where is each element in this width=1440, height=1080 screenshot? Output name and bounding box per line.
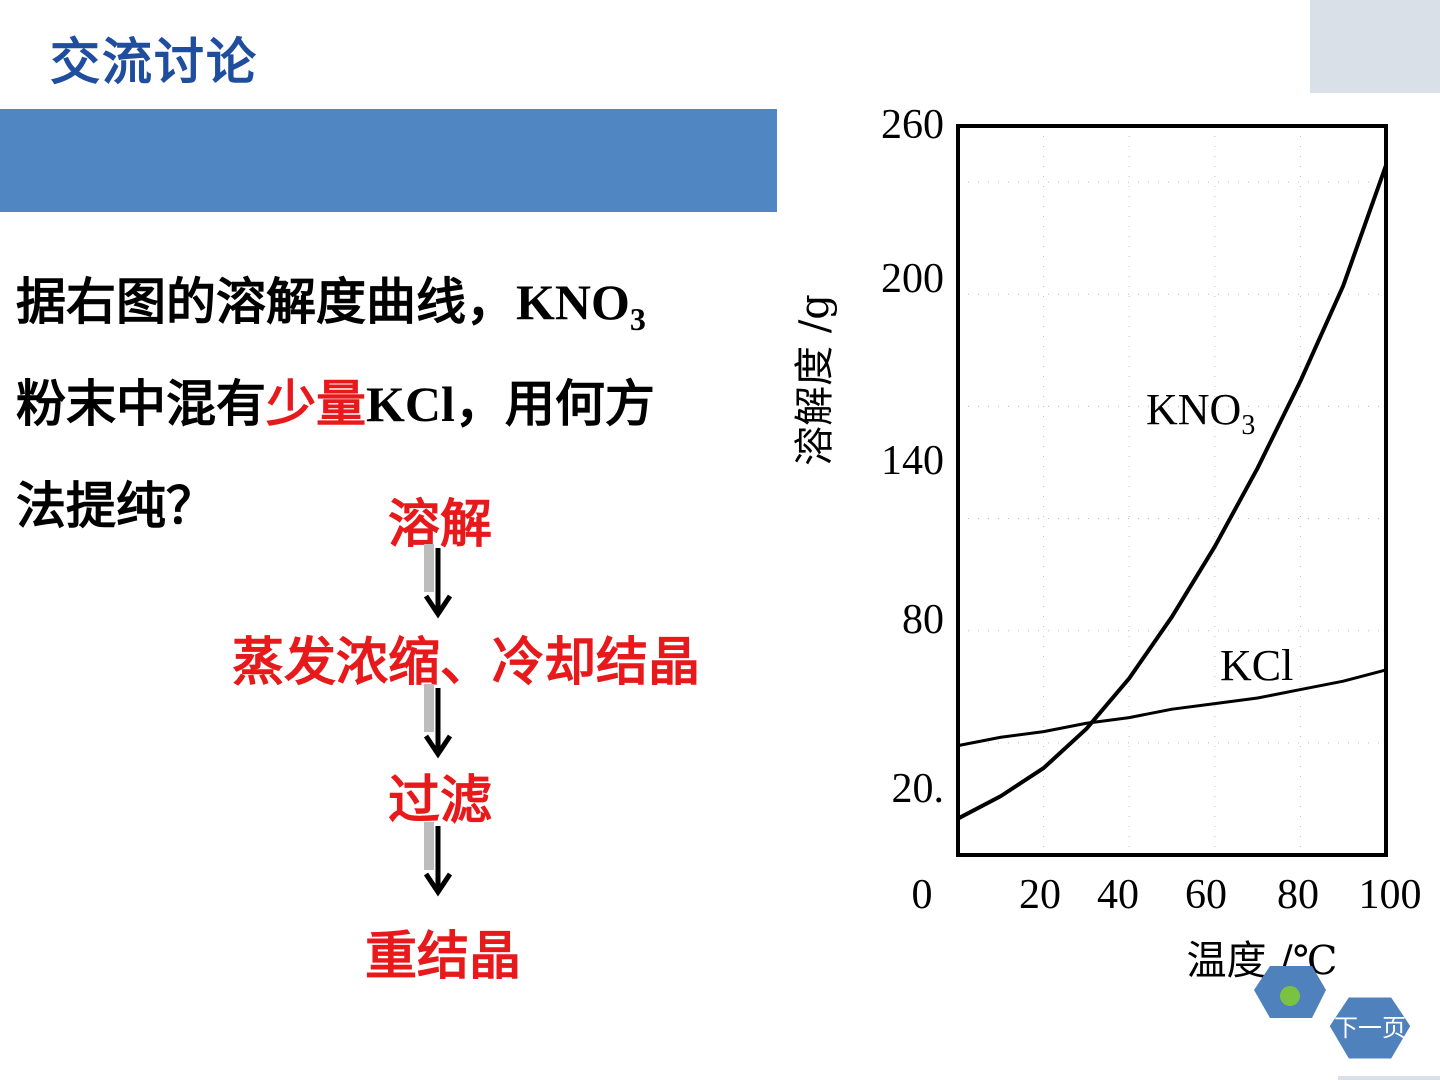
kno3-curve: [957, 164, 1388, 821]
y-tick-label: 80: [902, 597, 944, 643]
y-tick-label: 260: [881, 102, 944, 148]
down-arrow-icon: [423, 544, 453, 619]
question-line-2: 粉末中混有少量KCl，用何方: [16, 364, 655, 436]
x-tick-label: 100: [1359, 872, 1422, 918]
bottom-decoration: [1338, 1076, 1440, 1080]
formula-kcl: KCl: [366, 376, 455, 432]
nav-hexagon-front: [1326, 994, 1414, 1062]
next-page-label: 下一页: [1334, 1014, 1406, 1042]
header-band: [0, 109, 777, 212]
x-tick-label: 0: [912, 872, 933, 918]
question-text: 粉末中混有: [16, 375, 266, 433]
question-line-3: 法提纯？: [16, 477, 216, 535]
step-recrystallize: 重结晶: [364, 927, 521, 987]
formula-kno3: KNO3: [516, 274, 646, 337]
highlight-small-amount: 少量: [266, 375, 366, 433]
corner-decoration: [1310, 0, 1440, 93]
y-tick-label: 20.: [892, 766, 945, 812]
nav-dot-icon: [1280, 986, 1300, 1006]
series-label-kno3-subscript: 3: [1241, 410, 1255, 441]
question-text: 据右图的溶解度曲线，: [16, 273, 516, 331]
slide-title: 交流讨论: [50, 33, 258, 91]
y-tick-label: 140: [881, 438, 944, 484]
series-label-kcl: KCl: [1220, 641, 1293, 690]
formula-kno3-base: KNO: [516, 274, 630, 330]
chart-gridlines: [958, 126, 1386, 855]
formula-kno3-subscript: 3: [629, 301, 646, 337]
down-arrow-icon: [423, 684, 453, 759]
x-tick-label: 60: [1185, 872, 1227, 918]
next-page-button[interactable]: 下一页: [1250, 960, 1430, 1070]
chart-tick-labels: 260 200 140 80 20. 0 20 40 60 80 100: [881, 102, 1422, 918]
y-tick-label: 200: [881, 256, 944, 302]
chart-curves: [957, 164, 1388, 821]
x-tick-label: 20: [1019, 872, 1061, 918]
plot-frame: [956, 124, 1388, 857]
step-evaporate-crystallize: 蒸发浓缩、冷却结晶: [231, 633, 700, 693]
kcl-curve: [957, 668, 1387, 748]
series-label-kno3-base: KNO: [1146, 385, 1241, 434]
down-arrow-icon: [423, 822, 453, 897]
step-filter: 过滤: [387, 771, 492, 831]
x-tick-label: 40: [1097, 872, 1139, 918]
question-text: ，用何方: [454, 375, 655, 433]
y-axis-label: 溶解度 /g: [792, 294, 838, 466]
series-label-kno3: KNO3: [1146, 385, 1255, 441]
question-line-1: 据右图的溶解度曲线，KNO3: [16, 262, 646, 338]
x-tick-label: 80: [1277, 872, 1319, 918]
step-dissolve: 溶解: [387, 495, 492, 555]
